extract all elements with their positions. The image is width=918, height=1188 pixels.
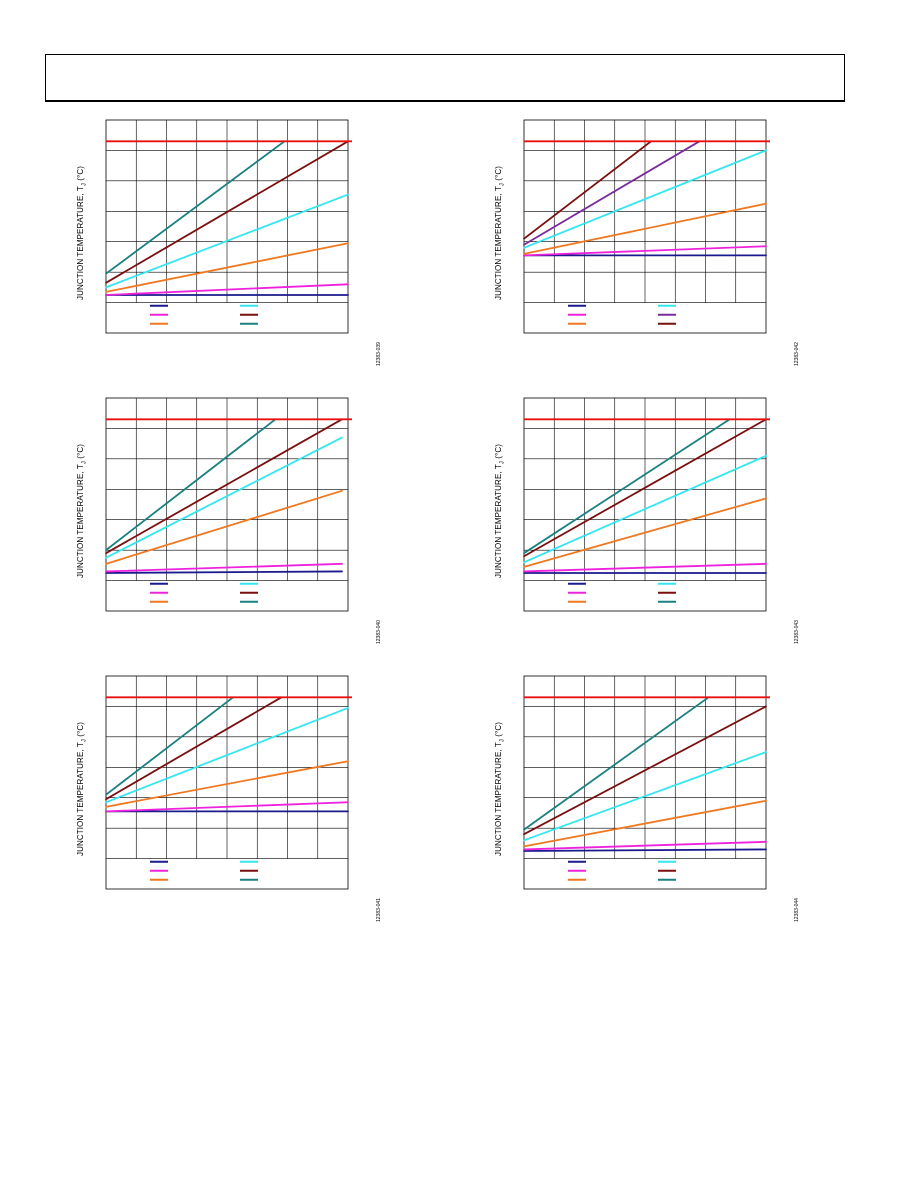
- series-line-4: [105, 436, 343, 559]
- figure-code: 12383-040: [376, 620, 382, 644]
- chart-svg: [523, 397, 770, 612]
- chart-3: JUNCTION TEMPERATURE, TJ (°C) 12383-040: [72, 388, 392, 648]
- series-line-6: [105, 140, 286, 275]
- series-line-3: [105, 242, 349, 293]
- series-line-5: [523, 418, 767, 558]
- series-line-2: [523, 245, 767, 257]
- series-line-3: [105, 489, 343, 565]
- y-axis-label: JUNCTION TEMPERATURE, TJ (°C): [494, 166, 506, 300]
- series-line-6: [105, 418, 277, 552]
- y-axis-label-subscript: J: [81, 183, 88, 187]
- series-line-5: [105, 696, 283, 801]
- series-line-4: [523, 751, 767, 842]
- y-axis-label-subscript: J: [499, 739, 506, 743]
- y-axis-label-text: JUNCTION TEMPERATURE, T: [494, 464, 503, 578]
- chart-5: JUNCTION TEMPERATURE, TJ (°C) 12383-041: [72, 666, 392, 926]
- y-axis-label-unit: (°C): [76, 443, 85, 462]
- series-line-3: [105, 760, 349, 808]
- chart-4: JUNCTION TEMPERATURE, TJ (°C) 12383-043: [490, 388, 810, 648]
- y-axis-label-subscript: J: [81, 739, 88, 743]
- series-line-5: [105, 140, 349, 284]
- y-axis-label-text: JUNCTION TEMPERATURE, T: [494, 742, 503, 856]
- y-axis-label-text: JUNCTION TEMPERATURE, T: [76, 186, 85, 300]
- y-axis-label-unit: (°C): [494, 721, 503, 740]
- series-line-2: [523, 562, 767, 573]
- figure-code: 12383-043: [794, 620, 800, 644]
- series-line-4: [523, 454, 767, 564]
- figure-code: 12383-042: [794, 342, 800, 366]
- series-line-3: [523, 202, 767, 255]
- series-line-5: [523, 705, 767, 836]
- y-axis-label-text: JUNCTION TEMPERATURE, T: [76, 742, 85, 856]
- series-line-5: [105, 418, 343, 555]
- y-axis-label-subscript: J: [499, 183, 506, 187]
- series-line-3: [523, 799, 767, 848]
- figure-code: 12383-039: [376, 342, 382, 366]
- y-axis-label-unit: (°C): [76, 165, 85, 184]
- series-line-2: [105, 562, 343, 573]
- chart-1: JUNCTION TEMPERATURE, TJ (°C) 12383-039: [72, 110, 392, 370]
- y-axis-label-unit: (°C): [494, 443, 503, 462]
- y-axis-label-text: JUNCTION TEMPERATURE, T: [76, 464, 85, 578]
- chart-svg: [523, 675, 770, 890]
- y-axis-label-subscript: J: [81, 461, 88, 465]
- y-axis-label-unit: (°C): [494, 165, 503, 184]
- series-line-1: [105, 570, 343, 574]
- y-axis-label-unit: (°C): [76, 721, 85, 740]
- y-axis-label-text: JUNCTION TEMPERATURE, T: [494, 186, 503, 300]
- chart-svg: [105, 397, 352, 612]
- y-axis-label: JUNCTION TEMPERATURE, TJ (°C): [76, 444, 88, 578]
- chart-2: JUNCTION TEMPERATURE, TJ (°C) 12383-042: [490, 110, 810, 370]
- series-line-5: [523, 140, 701, 246]
- figure-code: 12383-044: [794, 898, 800, 922]
- y-axis-label-subscript: J: [499, 461, 506, 465]
- chart-svg: [105, 119, 352, 334]
- y-axis-label: JUNCTION TEMPERATURE, TJ (°C): [76, 722, 88, 856]
- series-line-4: [105, 193, 349, 289]
- y-axis-label: JUNCTION TEMPERATURE, TJ (°C): [76, 166, 88, 300]
- page-header-box: [45, 54, 845, 102]
- series-line-6: [523, 418, 731, 555]
- series-line-1: [523, 848, 767, 852]
- series-line-6: [523, 140, 652, 240]
- series-line-6: [105, 696, 234, 796]
- chart-svg: [523, 119, 770, 334]
- chart-svg: [105, 675, 352, 890]
- series-line-2: [105, 283, 349, 296]
- chart-6: JUNCTION TEMPERATURE, TJ (°C) 12383-044: [490, 666, 810, 926]
- y-axis-label: JUNCTION TEMPERATURE, TJ (°C): [494, 722, 506, 856]
- series-line-3: [523, 497, 767, 568]
- series-line-2: [523, 840, 767, 851]
- figure-code: 12383-041: [376, 898, 382, 922]
- series-line-4: [523, 149, 767, 249]
- series-line-4: [105, 707, 349, 804]
- y-axis-label: JUNCTION TEMPERATURE, TJ (°C): [494, 444, 506, 578]
- series-line-6: [523, 696, 710, 831]
- series-line-2: [105, 801, 349, 813]
